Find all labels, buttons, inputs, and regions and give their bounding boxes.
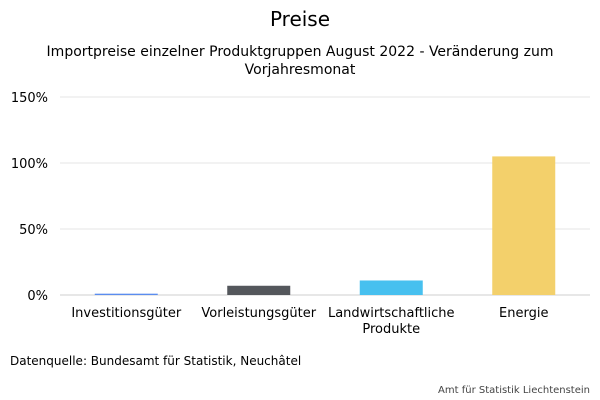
y-tick-label: 50% (19, 223, 48, 238)
x-tick-label: Landwirtschaftliche (328, 306, 455, 321)
y-tick-label: 0% (27, 289, 48, 304)
bar (94, 293, 158, 295)
bar (227, 285, 291, 295)
data-source-note: Datenquelle: Bundesamt für Statistik, Ne… (10, 354, 302, 368)
y-tick-label: 150% (11, 91, 48, 106)
chart-title: Preise (269, 7, 331, 31)
bar (492, 156, 556, 295)
y-tick-label: 100% (11, 157, 48, 172)
x-tick-label: Vorleistungsgüter (201, 306, 316, 321)
x-tick-label: Energie (499, 306, 548, 321)
x-tick-label: Investitionsgüter (71, 306, 182, 321)
x-tick-label: Produkte (362, 322, 420, 337)
chart-subtitle: Importpreise einzelner Produktgruppen Au… (46, 44, 554, 78)
credit-label: Amt für Statistik Liechtenstein (438, 385, 590, 396)
bar (359, 280, 423, 295)
